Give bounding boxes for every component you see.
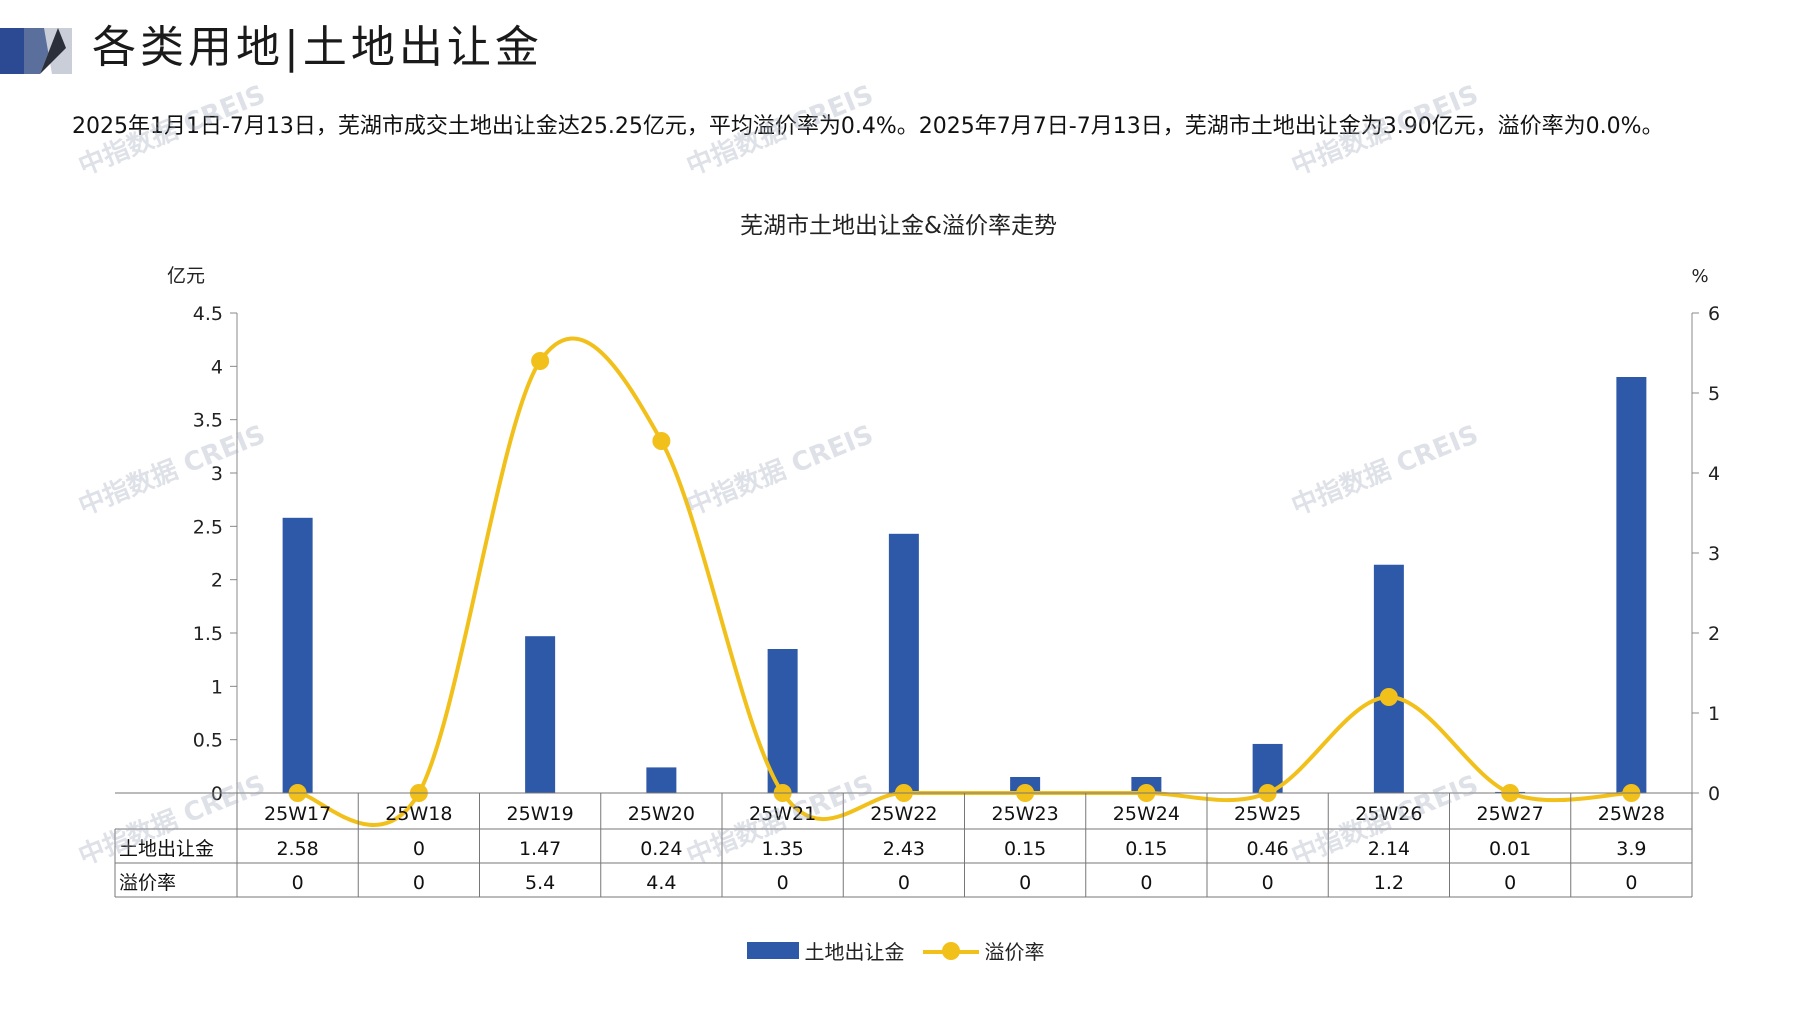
x-tick-label: 25W24 <box>1113 803 1180 825</box>
table-cell-value: 4.4 <box>646 872 676 894</box>
y-left-tick-label: 0 <box>211 783 223 805</box>
legend-label-bar: 土地出让金 <box>804 940 905 964</box>
y-left-tick-label: 4.5 <box>193 303 223 325</box>
y-right-tick-label: 6 <box>1708 303 1720 325</box>
y-left-axis-label: 亿元 <box>167 265 205 287</box>
table-cell-value: 2.43 <box>883 838 925 860</box>
y-right-tick-label: 2 <box>1708 623 1720 645</box>
table-cell-value: 0 <box>1262 872 1274 894</box>
table-cell-value: 0.15 <box>1125 838 1167 860</box>
table-row-header: 溢价率 <box>119 872 176 894</box>
x-tick-label: 25W22 <box>870 803 937 825</box>
legend-item-line: 溢价率 <box>919 936 1045 965</box>
x-tick-label: 25W28 <box>1598 803 1665 825</box>
bar-25W17 <box>282 517 313 793</box>
table-cell-value: 0.24 <box>640 838 682 860</box>
bar-25W20 <box>646 767 677 793</box>
table-cell-value: 3.9 <box>1616 838 1646 860</box>
line-point-25W19 <box>531 352 550 370</box>
x-tick-label: 25W20 <box>628 803 695 825</box>
y-right-axis-label: % <box>1691 266 1708 287</box>
y-right-tick-label: 4 <box>1708 463 1720 485</box>
table-cell-value: 0 <box>1504 872 1516 894</box>
line-point-25W20 <box>652 432 671 450</box>
y-right-tick-label: 1 <box>1708 703 1720 725</box>
table-cell-value: 0 <box>1019 872 1031 894</box>
legend-bar-swatch <box>746 942 799 959</box>
table-cell-value: 0 <box>1625 872 1637 894</box>
x-tick-label: 25W26 <box>1355 803 1422 825</box>
legend-item-bar: 土地出让金 <box>746 936 905 965</box>
y-left-tick-label: 1 <box>211 676 223 698</box>
bar-25W19 <box>525 636 556 793</box>
x-tick-label: 25W25 <box>1234 803 1301 825</box>
table-cell-value: 0 <box>413 838 425 860</box>
table-row-header: 土地出让金 <box>119 838 214 860</box>
table-cell-value: 0 <box>1140 872 1152 894</box>
table-cell-value: 1.47 <box>519 838 561 860</box>
table-cell-value: 0 <box>777 872 789 894</box>
y-left-tick-label: 0.5 <box>193 730 223 752</box>
x-tick-label: 25W21 <box>749 803 816 825</box>
y-left-tick-label: 3.5 <box>193 410 223 432</box>
bar-25W22 <box>888 533 919 793</box>
table-cell-value: 1.2 <box>1374 872 1404 894</box>
x-tick-label: 25W27 <box>1477 803 1544 825</box>
chart-title: 芜湖市土地出让金&溢价率走势 <box>740 213 1057 239</box>
series-line-溢价率 <box>297 336 1632 827</box>
y-left-tick-label: 4 <box>211 356 223 378</box>
table-cell-value: 0.01 <box>1489 838 1531 860</box>
table-cell-value: 0 <box>413 872 425 894</box>
table-cell-value: 0 <box>292 872 304 894</box>
table-cell-value: 0.46 <box>1246 838 1288 860</box>
brand-logo <box>0 28 72 74</box>
table-cell-value: 5.4 <box>525 872 555 894</box>
line-point-25W26 <box>1379 688 1398 706</box>
table-cell-value: 2.14 <box>1368 838 1410 860</box>
y-right-tick-label: 0 <box>1708 783 1720 805</box>
chart-legend: 土地出让金 溢价率 <box>0 936 1797 965</box>
y-right-tick-label: 5 <box>1708 383 1720 405</box>
x-tick-label: 25W19 <box>507 803 574 825</box>
bar-25W28 <box>1616 377 1647 793</box>
table-cell-value: 1.35 <box>761 838 803 860</box>
y-right-tick-label: 3 <box>1708 543 1720 565</box>
x-tick-label: 25W17 <box>264 803 331 825</box>
legend-label-line: 溢价率 <box>984 940 1045 964</box>
bar-25W21 <box>767 649 798 793</box>
x-tick-label: 25W23 <box>992 803 1059 825</box>
legend-line-swatch <box>922 941 979 960</box>
y-left-tick-label: 3 <box>211 463 223 485</box>
y-left-tick-label: 2 <box>211 570 223 592</box>
table-cell-value: 2.58 <box>276 838 318 860</box>
table-cell-value: 0.15 <box>1004 838 1046 860</box>
table-cell-value: 0 <box>898 872 910 894</box>
summary-text: 2025年1月1日-7月13日，芜湖市成交土地出让金达25.25亿元，平均溢价率… <box>72 114 1664 139</box>
bar-25W26 <box>1373 564 1404 793</box>
x-tick-label: 25W18 <box>385 803 452 825</box>
y-left-tick-label: 2.5 <box>193 516 223 538</box>
y-left-tick-label: 1.5 <box>193 623 223 645</box>
page-title: 各类用地|土地出让金 <box>92 22 543 73</box>
